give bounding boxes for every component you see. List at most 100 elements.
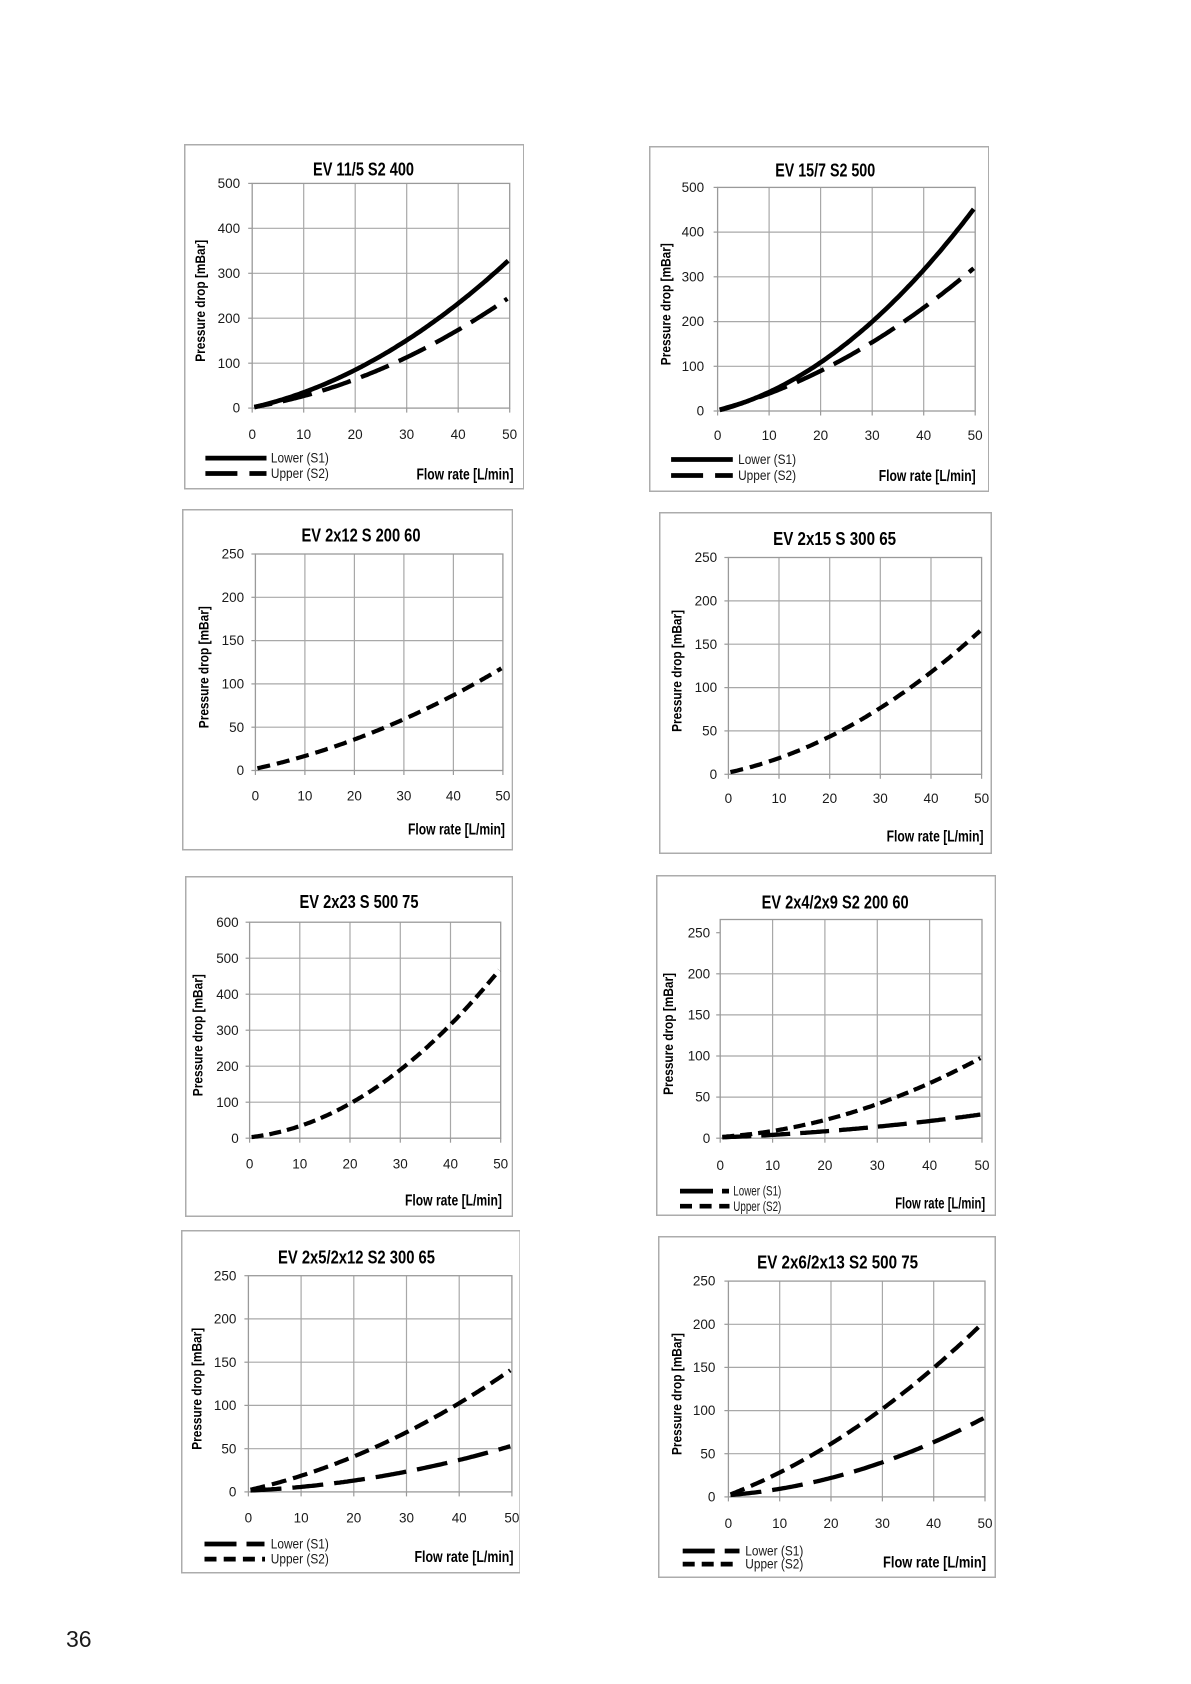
svg-text:10: 10 (296, 427, 311, 442)
svg-text:Pressure drop [mBar]: Pressure drop [mBar] (657, 243, 673, 365)
svg-text:0: 0 (246, 1156, 254, 1171)
svg-text:Lower (S1): Lower (S1) (745, 1544, 803, 1559)
svg-text:20: 20 (817, 1158, 832, 1173)
svg-text:0: 0 (710, 767, 718, 782)
svg-text:EV 11/5 S2 400: EV 11/5 S2 400 (313, 158, 414, 179)
svg-text:Upper (S2): Upper (S2) (738, 468, 796, 483)
svg-text:Flow rate [L/min]: Flow rate [L/min] (414, 1549, 513, 1566)
svg-text:200: 200 (222, 590, 245, 605)
svg-text:50: 50 (502, 427, 517, 442)
svg-text:0: 0 (237, 763, 245, 778)
svg-text:0: 0 (725, 791, 733, 806)
svg-text:Upper (S2): Upper (S2) (733, 1199, 781, 1214)
svg-text:200: 200 (693, 1317, 716, 1332)
svg-text:40: 40 (443, 1156, 458, 1171)
svg-text:20: 20 (822, 791, 837, 806)
svg-text:20: 20 (347, 427, 362, 442)
svg-text:30: 30 (396, 788, 411, 803)
svg-text:50: 50 (974, 1158, 989, 1173)
svg-text:150: 150 (222, 633, 245, 648)
svg-text:200: 200 (213, 1312, 236, 1327)
svg-text:Pressure drop [mBar]: Pressure drop [mBar] (188, 1328, 204, 1450)
svg-text:Flow rate [L/min]: Flow rate [L/min] (878, 468, 975, 485)
svg-text:Pressure drop [mBar]: Pressure drop [mBar] (190, 974, 206, 1096)
svg-text:500: 500 (217, 176, 240, 191)
svg-text:40: 40 (450, 427, 465, 442)
svg-text:150: 150 (695, 637, 718, 652)
svg-text:50: 50 (229, 720, 244, 735)
svg-text:Flow rate [L/min]: Flow rate [L/min] (408, 821, 505, 838)
svg-text:EV 2x4/2x9 S2 200 60: EV 2x4/2x9 S2 200 60 (761, 891, 908, 912)
svg-text:Pressure drop [mBar]: Pressure drop [mBar] (192, 240, 208, 362)
svg-text:200: 200 (681, 314, 704, 329)
svg-text:40: 40 (916, 428, 931, 443)
svg-text:Upper (S2): Upper (S2) (270, 466, 328, 481)
svg-text:300: 300 (681, 269, 704, 284)
svg-text:Lower (S1): Lower (S1) (733, 1184, 781, 1199)
svg-text:500: 500 (681, 180, 704, 195)
svg-text:30: 30 (875, 1516, 890, 1531)
svg-text:100: 100 (693, 1403, 716, 1418)
svg-text:300: 300 (216, 1023, 239, 1038)
svg-text:400: 400 (217, 221, 240, 236)
svg-text:100: 100 (213, 1398, 236, 1413)
svg-text:0: 0 (708, 1490, 716, 1505)
svg-text:EV 15/7 S2 500: EV 15/7 S2 500 (775, 160, 875, 181)
svg-text:20: 20 (347, 788, 362, 803)
svg-text:0: 0 (248, 427, 256, 442)
svg-text:50: 50 (702, 724, 717, 739)
svg-text:200: 200 (687, 966, 710, 981)
svg-text:20: 20 (346, 1510, 361, 1525)
svg-text:200: 200 (217, 311, 240, 326)
svg-text:Pressure drop [mBar]: Pressure drop [mBar] (195, 606, 211, 728)
svg-text:250: 250 (687, 925, 710, 940)
svg-text:50: 50 (493, 1156, 508, 1171)
svg-text:Flow rate [L/min]: Flow rate [L/min] (405, 1192, 502, 1209)
svg-text:0: 0 (696, 404, 704, 419)
svg-text:50: 50 (504, 1510, 519, 1525)
svg-text:150: 150 (693, 1360, 716, 1375)
svg-text:500: 500 (216, 951, 239, 966)
svg-text:50: 50 (221, 1441, 236, 1456)
svg-text:Flow rate [L/min]: Flow rate [L/min] (416, 466, 513, 483)
svg-text:10: 10 (771, 791, 786, 806)
svg-text:50: 50 (977, 1516, 992, 1531)
svg-text:0: 0 (232, 401, 240, 416)
svg-text:10: 10 (765, 1158, 780, 1173)
svg-text:EV 2x6/2x13 S2 500 75: EV 2x6/2x13 S2 500 75 (757, 1252, 918, 1273)
svg-text:0: 0 (716, 1158, 724, 1173)
svg-text:0: 0 (714, 428, 722, 443)
svg-text:100: 100 (222, 676, 245, 691)
svg-text:0: 0 (725, 1516, 733, 1531)
svg-text:50: 50 (695, 1090, 710, 1105)
svg-text:EV 2x12 S 200 60: EV 2x12 S 200 60 (301, 525, 420, 546)
svg-text:100: 100 (695, 680, 718, 695)
svg-text:0: 0 (252, 788, 260, 803)
svg-text:40: 40 (446, 788, 461, 803)
svg-text:250: 250 (213, 1268, 236, 1283)
svg-text:Flow rate [L/min]: Flow rate [L/min] (895, 1195, 985, 1212)
svg-text:EV 2x5/2x12 S2 300 65: EV 2x5/2x12 S2 300 65 (277, 1247, 434, 1268)
svg-text:Pressure drop [mBar]: Pressure drop [mBar] (668, 610, 684, 732)
svg-text:250: 250 (695, 550, 718, 565)
svg-text:100: 100 (687, 1049, 710, 1064)
svg-text:20: 20 (342, 1156, 357, 1171)
svg-text:40: 40 (451, 1510, 466, 1525)
svg-text:Upper (S2): Upper (S2) (745, 1557, 803, 1572)
svg-text:10: 10 (293, 1510, 308, 1525)
svg-text:30: 30 (399, 427, 414, 442)
svg-text:30: 30 (873, 791, 888, 806)
svg-text:200: 200 (216, 1059, 239, 1074)
svg-text:30: 30 (398, 1510, 413, 1525)
svg-text:Upper (S2): Upper (S2) (270, 1552, 328, 1567)
svg-text:EV 2x15 S 300 65: EV 2x15 S 300 65 (773, 528, 896, 549)
svg-text:Pressure drop [mBar]: Pressure drop [mBar] (668, 1333, 684, 1455)
svg-text:50: 50 (700, 1446, 715, 1461)
svg-text:30: 30 (393, 1156, 408, 1171)
svg-text:400: 400 (681, 225, 704, 240)
svg-text:40: 40 (926, 1516, 941, 1531)
svg-text:Lower (S1): Lower (S1) (270, 451, 328, 466)
svg-text:150: 150 (687, 1008, 710, 1023)
svg-text:50: 50 (974, 791, 989, 806)
svg-text:Flow rate [L/min]: Flow rate [L/min] (883, 1555, 986, 1572)
